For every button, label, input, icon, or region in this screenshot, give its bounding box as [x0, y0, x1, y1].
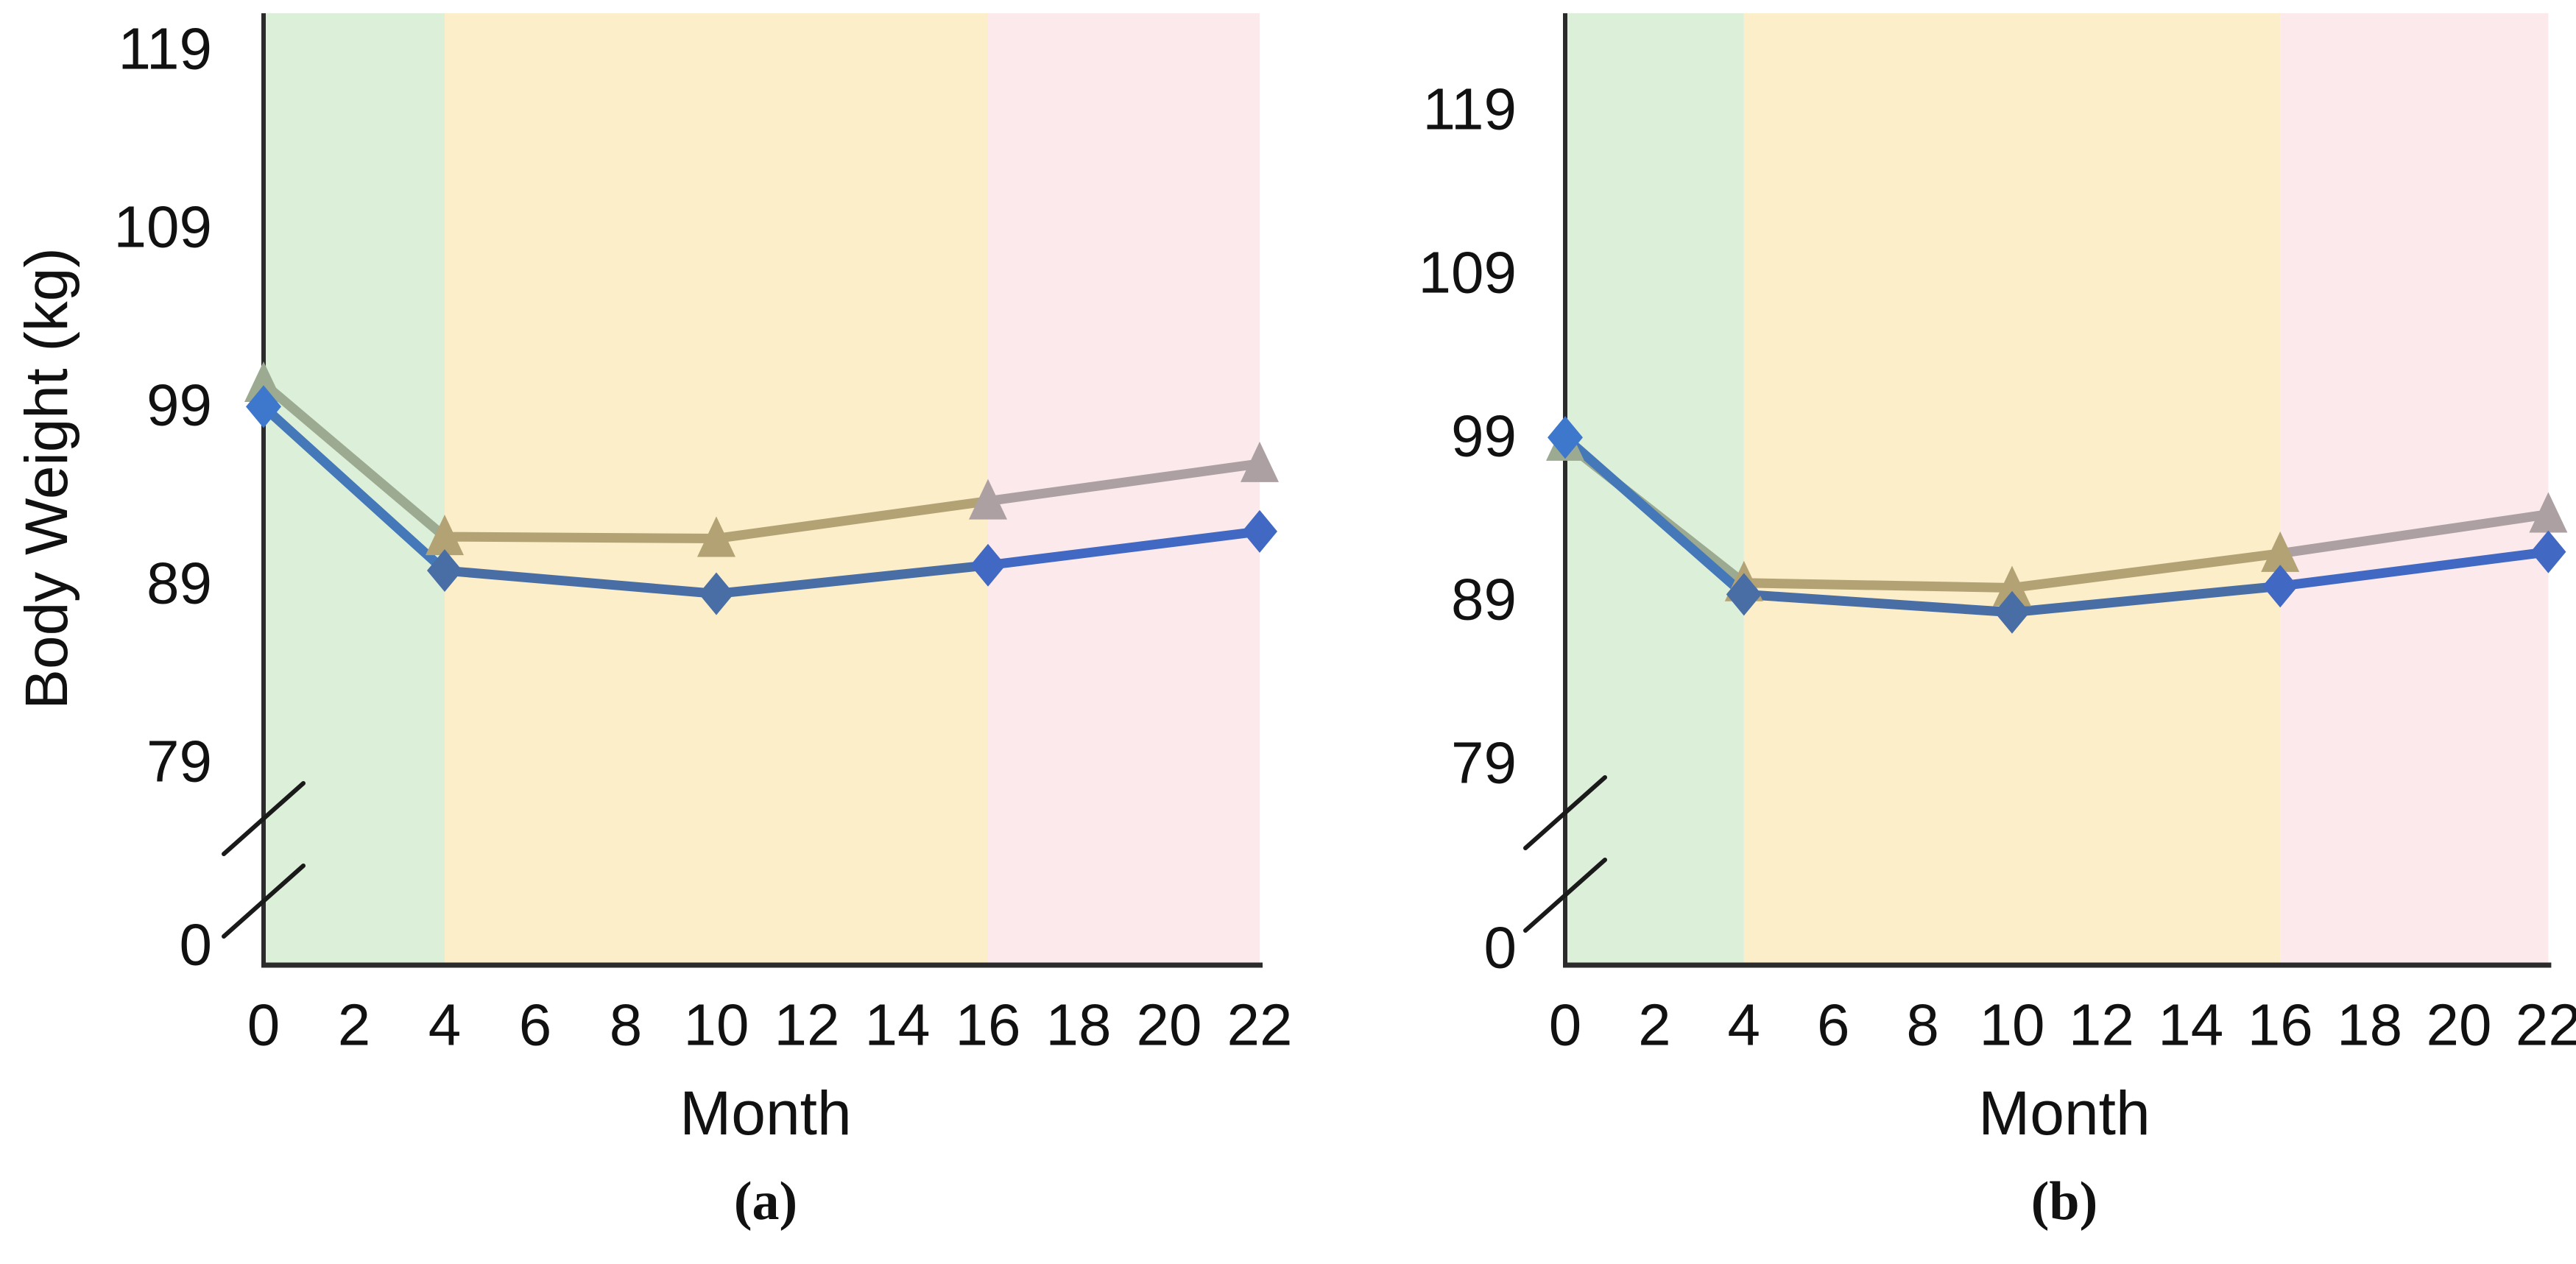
diamond-series-marker-month-22 [1242, 509, 1277, 553]
x-tick-label-16: 16 [2248, 992, 2313, 1058]
diamond-series-marker-month-10 [699, 572, 734, 615]
diamond-series-segment-4 [983, 526, 1265, 571]
x-tick-label-4: 4 [1728, 992, 1761, 1058]
triangle-series-segment-4 [2275, 509, 2553, 559]
band-pink [2280, 13, 2549, 965]
x-tick-label-20: 20 [1137, 992, 1202, 1058]
triangle-series-segment-3 [2007, 548, 2285, 593]
x-tick-label-22: 22 [1227, 992, 1293, 1058]
x-tick-label-16: 16 [956, 992, 1021, 1058]
diamond-series-segment-4 [2275, 547, 2553, 591]
y-tick-label-109: 109 [114, 194, 212, 260]
band-pink [988, 13, 1260, 965]
diamond-series-segment-3 [2007, 581, 2285, 618]
triangle-series-segment-3 [711, 496, 993, 543]
x-tick-label-8: 8 [610, 992, 643, 1058]
triangle-series-marker-month-16 [969, 479, 1007, 520]
x-tick-label-14: 14 [2158, 992, 2223, 1058]
y-tick-label-99: 99 [1451, 403, 1517, 469]
y-tick-label-119: 119 [1422, 77, 1517, 142]
x-tick-label-8: 8 [1906, 992, 1939, 1058]
diamond-series-marker-month-16 [2262, 565, 2298, 608]
x-tick-label-14: 14 [865, 992, 931, 1058]
x-axis-title-b: Month [1978, 1078, 2150, 1148]
y-tick-label-119: 119 [118, 16, 212, 82]
axis-break-slash-2 [222, 864, 306, 939]
x-tick-label-0: 0 [1549, 992, 1582, 1058]
axis-break-slash-1 [222, 781, 306, 856]
y-tick-label-99: 99 [147, 373, 212, 438]
x-tick-label-6: 6 [519, 992, 552, 1058]
triangle-series-segment-4 [983, 459, 1265, 506]
triangle-series-segment-2 [440, 532, 721, 543]
y-tick-label-89: 89 [1451, 567, 1517, 632]
band-yellow [1743, 13, 2281, 965]
diamond-series-marker-month-22 [2530, 530, 2566, 573]
x-tick-label-2: 2 [338, 992, 371, 1058]
chart-caption-b: (b) [2030, 1171, 2098, 1232]
triangle-series-marker-month-22 [1241, 441, 1279, 482]
x-tick-label-6: 6 [1817, 992, 1850, 1058]
diamond-series-marker-month-10 [1994, 590, 2030, 634]
axis-break-slash-1 [1523, 775, 1607, 850]
x-tick-label-20: 20 [2427, 992, 2492, 1058]
y-tick-label-89: 89 [147, 551, 212, 616]
diamond-series-segment-1 [258, 401, 450, 576]
diamond-series-segment-2 [1739, 589, 2017, 618]
x-axis-title-a: Month [680, 1078, 852, 1148]
x-tick-label-2: 2 [1638, 992, 1671, 1058]
triangle-series-segment-2 [1739, 578, 2017, 593]
triangle-series-marker-month-16 [2261, 531, 2300, 572]
y-tick-label-0: 0 [1484, 915, 1517, 981]
triangle-series-segment-1 [258, 378, 450, 542]
diamond-series-marker-month-0 [1548, 416, 1583, 459]
y-tick-label-0: 0 [180, 912, 213, 978]
x-tick-label-4: 4 [428, 992, 462, 1058]
x-tick-label-18: 18 [2337, 992, 2402, 1058]
triangle-series-marker-month-22 [2529, 492, 2568, 533]
y-tick-label-79: 79 [147, 729, 212, 794]
chart-caption-a: (a) [733, 1171, 798, 1232]
x-tick-label-10: 10 [684, 992, 749, 1058]
band-green [1565, 13, 1744, 965]
x-tick-label-18: 18 [1046, 992, 1112, 1058]
diamond-series-marker-month-4 [1726, 573, 1762, 616]
diamond-series-segment-2 [440, 565, 721, 599]
diamond-series-marker-month-4 [427, 549, 462, 593]
y-axis-title: Body Weight (kg) [13, 247, 80, 710]
triangle-series-marker-month-10 [697, 516, 735, 557]
triangle-series-marker-month-10 [1993, 565, 2031, 607]
y-tick-label-109: 109 [1419, 240, 1517, 306]
triangle-series-marker-month-4 [426, 515, 464, 556]
diamond-series-marker-month-0 [246, 385, 281, 428]
x-tick-label-10: 10 [1980, 992, 2045, 1058]
diamond-series-marker-month-16 [970, 543, 1006, 587]
triangle-series-marker-month-0 [244, 361, 283, 402]
diamond-series-segment-3 [711, 560, 993, 599]
x-tick-label-12: 12 [774, 992, 840, 1058]
band-yellow [445, 13, 988, 965]
axis-break-slash-2 [1523, 858, 1607, 933]
x-tick-label-0: 0 [247, 992, 280, 1058]
y-tick-label-79: 79 [1451, 730, 1517, 796]
x-tick-label-12: 12 [2069, 992, 2134, 1058]
x-tick-label-22: 22 [2516, 992, 2576, 1058]
diamond-series-segment-1 [1560, 432, 1749, 599]
